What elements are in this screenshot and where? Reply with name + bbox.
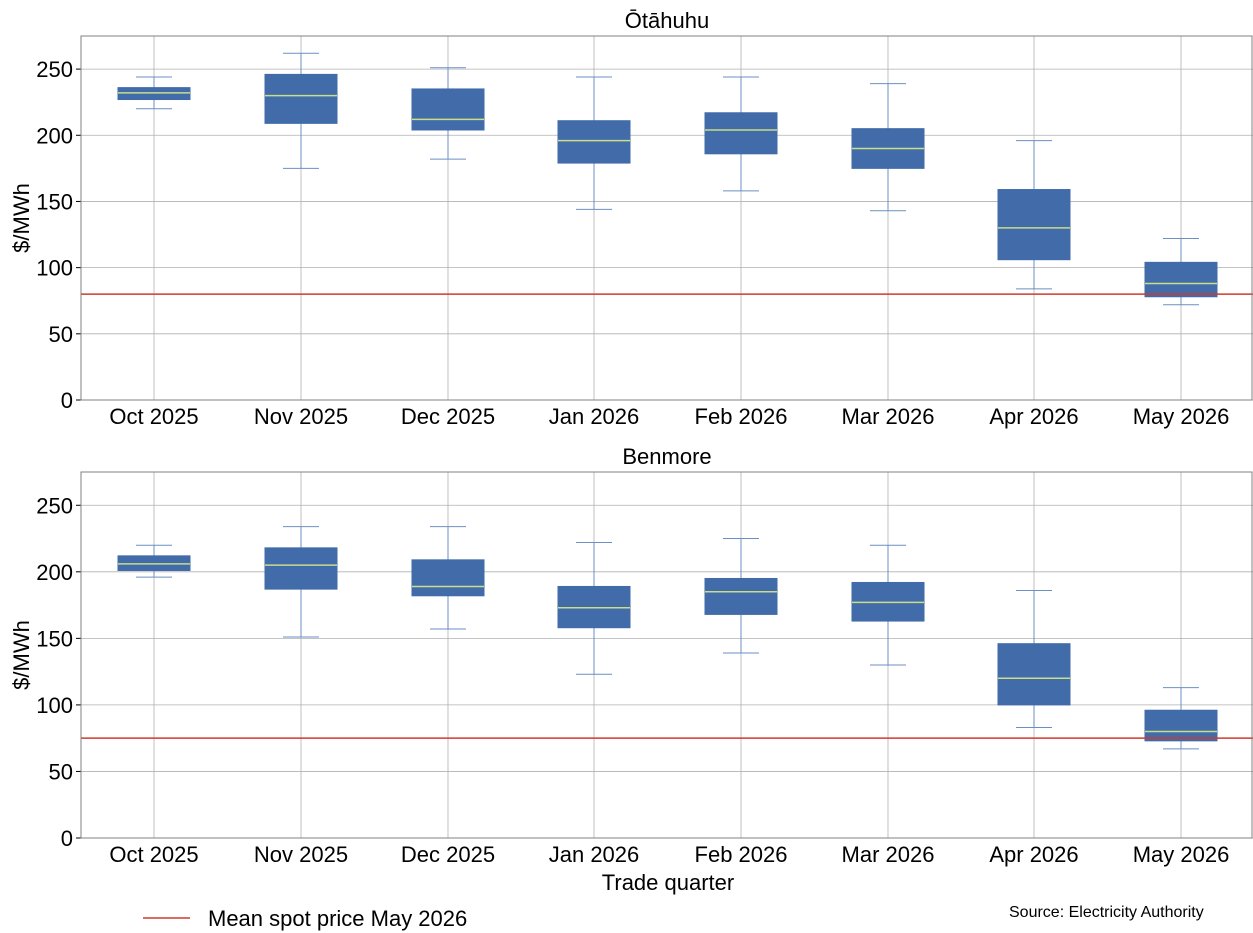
box-apr-2026 (997, 589, 1071, 729)
box-iqr (997, 189, 1071, 261)
x-tick-label: Nov 2025 (254, 404, 348, 429)
panel-otahuhu: 0 50 100 150 200 250 Oct 2025 Nov 2025 Dec 2025 J… (9, 8, 1253, 429)
x-tick-label: Jan 2026 (549, 842, 640, 867)
y-tick-label: 150 (36, 626, 73, 651)
box-apr-2026 (997, 140, 1071, 290)
box-iqr (997, 643, 1071, 706)
legend-label: Mean spot price May 2026 (208, 906, 467, 931)
box-nov-2025 (264, 52, 338, 169)
y-tick-label: 250 (36, 493, 73, 518)
box-oct-2025 (117, 76, 191, 110)
y-tick-label: 200 (36, 123, 73, 148)
x-tick-label: Mar 2026 (842, 404, 935, 429)
box-iqr (1144, 261, 1218, 298)
box-may-2026 (1144, 687, 1218, 750)
box-dec-2025 (411, 526, 485, 630)
plot-frame (80, 35, 1253, 401)
y-tick-label: 50 (49, 759, 73, 784)
y-tick-label: 0 (61, 826, 73, 851)
panel-benmore: 0 50 100 150 200 250 Oct 2025 Nov 2025 Dec 2025 J… (9, 444, 1253, 867)
box-iqr (1144, 709, 1218, 742)
x-tick-label: Nov 2025 (254, 842, 348, 867)
box-iqr (411, 88, 485, 131)
y-tick-label: 250 (36, 57, 73, 82)
box-iqr (411, 559, 485, 597)
x-axis-label: Trade quarter (602, 870, 734, 895)
box-feb-2026 (704, 538, 778, 654)
box-iqr (264, 547, 338, 590)
box-jan-2026 (557, 542, 631, 675)
box-mar-2026 (851, 544, 925, 666)
x-tick-label: Oct 2025 (109, 842, 198, 867)
x-tick-label: Feb 2026 (695, 842, 788, 867)
x-tick-label: Feb 2026 (695, 404, 788, 429)
y-axis-label: $/MWh (9, 183, 34, 253)
box-iqr (557, 120, 631, 164)
x-tick-label: Dec 2025 (401, 404, 495, 429)
box-feb-2026 (704, 76, 778, 192)
y-axis-label: $/MWh (9, 620, 34, 690)
y-tick-label: 150 (36, 189, 73, 214)
panel-title: Ōtāhuhu (625, 8, 709, 33)
box-dec-2025 (411, 67, 485, 160)
x-tick-label: Apr 2026 (989, 404, 1078, 429)
x-tick-label: Mar 2026 (842, 842, 935, 867)
x-tick-label: May 2026 (1133, 842, 1230, 867)
legend: Mean spot price May 2026 (143, 906, 467, 931)
y-tick-label: 100 (36, 256, 73, 281)
y-tick-label: 200 (36, 560, 73, 585)
box-iqr (704, 112, 778, 155)
box-oct-2025 (117, 544, 191, 578)
panel-title: Benmore (622, 444, 711, 469)
x-tick-label: Apr 2026 (989, 842, 1078, 867)
source-note: Source: Electricity Authority (1009, 904, 1204, 921)
box-iqr (264, 73, 338, 124)
x-tick-label: Jan 2026 (549, 404, 640, 429)
y-tick-label: 50 (49, 322, 73, 347)
box-jan-2026 (557, 76, 631, 210)
x-tick-label: Dec 2025 (401, 842, 495, 867)
box-may-2026 (1144, 238, 1218, 306)
x-tick-label: Oct 2025 (109, 404, 198, 429)
y-tick-label: 100 (36, 693, 73, 718)
x-tick-label: May 2026 (1133, 404, 1230, 429)
y-tick-label: 0 (61, 388, 73, 413)
box-mar-2026 (851, 83, 925, 212)
box-iqr (704, 577, 778, 615)
box-nov-2025 (264, 526, 338, 638)
plot-frame (80, 471, 1253, 839)
